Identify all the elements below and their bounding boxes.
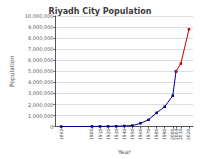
svg-text:1900: 1900 (89, 129, 94, 141)
svg-text:2004: 2004 (173, 128, 179, 141)
svg-text:1910: 1910 (98, 129, 103, 141)
svg-text:1,000,000: 1,000,000 (28, 113, 53, 119)
svg-text:Year: Year (117, 148, 131, 155)
svg-text:1862: 1862 (59, 129, 64, 141)
svg-text:1920: 1920 (106, 129, 111, 141)
svg-text:1960: 1960 (138, 129, 143, 141)
svg-text:8,000,000: 8,000,000 (28, 35, 53, 41)
svg-text:2020: 2020 (186, 129, 191, 141)
svg-text:1950: 1950 (130, 129, 135, 141)
svg-text:1970: 1970 (146, 129, 151, 141)
svg-text:Riyadh City Population: Riyadh City Population (49, 7, 152, 16)
svg-text:2010: 2010 (178, 129, 183, 141)
svg-text:9,000,000: 9,000,000 (28, 24, 53, 30)
svg-text:5,000,000: 5,000,000 (28, 68, 53, 74)
svg-text:3,000,000: 3,000,000 (28, 90, 53, 96)
svg-text:1980: 1980 (154, 129, 159, 141)
svg-text:1930: 1930 (114, 129, 119, 141)
svg-text:1990: 1990 (162, 129, 167, 141)
svg-text:10,000,000: 10,000,000 (24, 13, 54, 19)
svg-text:2,000,000: 2,000,000 (28, 102, 53, 108)
svg-text:7,000,000: 7,000,000 (28, 46, 53, 52)
svg-text:Population: Population (8, 55, 16, 87)
svg-text:6,000,000: 6,000,000 (28, 57, 53, 63)
svg-text:0: 0 (50, 124, 53, 130)
svg-text:4,000,000: 4,000,000 (28, 79, 53, 85)
svg-text:1940: 1940 (122, 129, 127, 141)
